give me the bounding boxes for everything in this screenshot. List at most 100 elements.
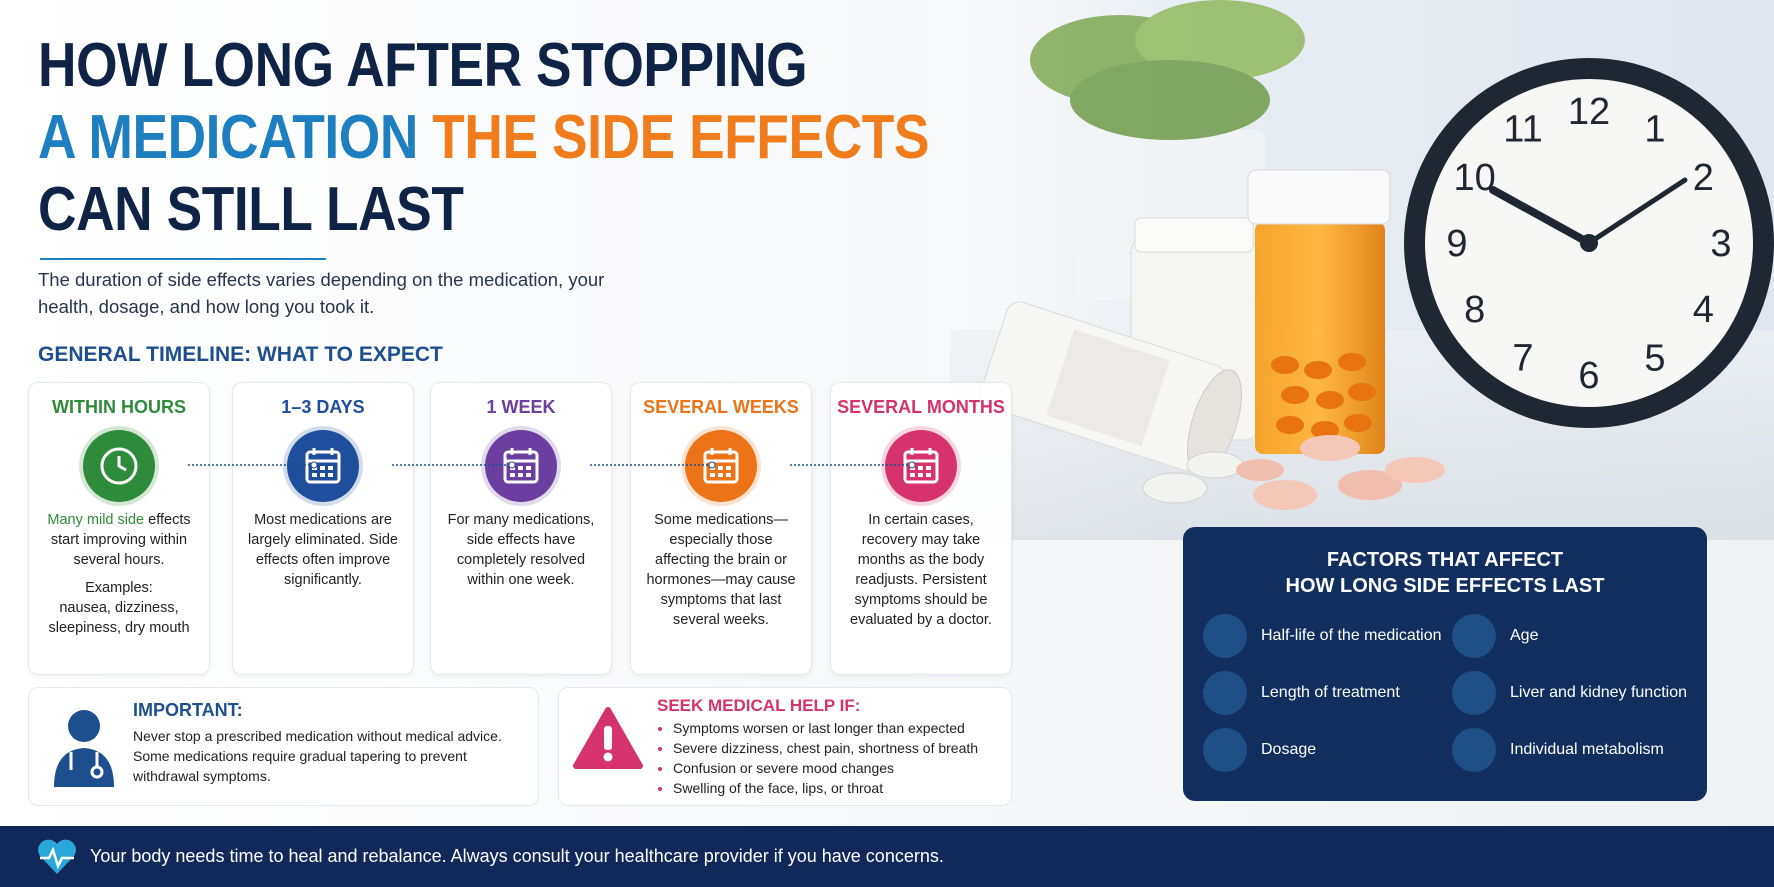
connector-dot [708, 461, 716, 469]
timeline-heading: GENERAL TIMELINE: WHAT TO EXPECT [38, 343, 443, 366]
stage-text: Some medications—especially those affect… [645, 510, 797, 630]
stage-highlight: Many mild side [47, 512, 145, 528]
minute-hand [1586, 177, 1688, 246]
factors-title: FACTORS THAT AFFECT HOW LONG SIDE EFFECTS… [1183, 547, 1707, 599]
factor-text: Length of treatment [1261, 684, 1400, 701]
factors-title-line: FACTORS THAT AFFECT [1326, 549, 1564, 571]
stage-description: Most medications are largely eliminated.… [248, 512, 398, 588]
factor-text: Liver and kidney function [1510, 684, 1687, 701]
important-box: IMPORTANT: Never stop a prescribed medic… [28, 687, 539, 806]
factor-icon [1203, 671, 1247, 715]
heart-icon [38, 839, 76, 874]
title-text: CAN STILL LAST [38, 175, 464, 244]
important-text: Never stop a prescribed medication witho… [133, 728, 502, 784]
title-line: CAN STILL LAST [38, 174, 464, 246]
connector-dot [310, 461, 318, 469]
lying-bottle [979, 301, 1242, 476]
timeline-card: SEVERAL MONTHS In certain cases, recovery… [830, 382, 1012, 675]
factor-item: Liver and kidney function [1452, 671, 1687, 715]
stage-icon [287, 430, 359, 502]
stage-title: SEVERAL MONTHS [837, 397, 1005, 417]
clock-number: 3 [1710, 223, 1731, 265]
clock-number: 6 [1578, 355, 1599, 397]
seek-help-item: Swelling of the face, lips, or throat [673, 778, 978, 798]
title-line: A MEDICATION THE SIDE EFFECTS [38, 102, 929, 174]
seek-help-item: Severe dizziness, chest pain, shortness … [673, 738, 978, 758]
clock-number: 8 [1464, 289, 1485, 331]
connector [188, 461, 318, 469]
stage-description: Some medications—especially those affect… [646, 512, 796, 628]
factor-item: Individual metabolism [1452, 728, 1664, 772]
factor-text: Dosage [1261, 741, 1317, 758]
stage-text: Most medications are largely eliminated.… [247, 510, 399, 590]
title-text: HOW LONG AFTER STOPPING [38, 31, 808, 100]
warning-icon [573, 707, 643, 769]
factor-item: Length of treatment [1203, 671, 1400, 715]
important-title: IMPORTANT: [133, 700, 243, 720]
connector-dot [508, 461, 516, 469]
stage-description: In certain cases, recovery may take mont… [850, 512, 992, 628]
timeline-card: WITHIN HOURS Many mild side effects start… [28, 382, 210, 675]
factor-icon [1203, 614, 1247, 658]
connector-dot [908, 461, 916, 469]
clock-number: 4 [1693, 289, 1714, 331]
factor-text: Half-life of the medication [1261, 627, 1442, 644]
stage-icon-glyph [503, 448, 539, 484]
title-underline [40, 258, 326, 260]
stage-title: 1 WEEK [486, 397, 556, 417]
seek-help-item: Confusion or severe mood changes [673, 758, 978, 778]
stage-icon-glyph [100, 447, 138, 485]
clock-number: 5 [1644, 337, 1665, 379]
timeline-card: 1–3 DAYS Most medications are largely eli… [232, 382, 414, 675]
seek-help-box: SEEK MEDICAL HELP IF: Symptoms worsen or… [558, 687, 1012, 806]
connector [590, 461, 716, 469]
factor-item: Age [1452, 614, 1538, 658]
stage-examples: nausea, dizziness, sleepiness, dry mouth [48, 600, 190, 636]
seek-help-item: Symptoms worsen or last longer than expe… [673, 718, 978, 738]
seek-help-title: SEEK MEDICAL HELP IF: [657, 696, 861, 715]
doctor-icon [54, 710, 114, 787]
pills [1142, 435, 1445, 510]
factors-title-line: HOW LONG SIDE EFFECTS LAST [1285, 575, 1605, 597]
timeline-card: SEVERAL WEEKS Some medications—especially… [630, 382, 812, 675]
stage-description: For many medications, side effects have … [447, 512, 595, 588]
subtitle: The duration of side effects varies depe… [38, 269, 605, 317]
stage-text: In certain cases, recovery may take mont… [845, 510, 997, 630]
stage-text: For many medications, side effects have … [445, 510, 597, 590]
factor-item: Half-life of the medication [1203, 614, 1442, 658]
stage-description: effects start improving within several h… [50, 512, 191, 568]
footer: Your body needs time to heal and rebalan… [0, 826, 1774, 887]
factor-text: Individual metabolism [1510, 741, 1664, 758]
stage-title: 1–3 DAYS [281, 397, 365, 417]
stage-title: WITHIN HOURS [52, 397, 186, 417]
clock-number: 2 [1693, 157, 1714, 199]
clock-number: 1 [1644, 109, 1665, 151]
title-text: A MEDICATION [38, 103, 418, 172]
connector [790, 461, 916, 469]
timeline-card: 1 WEEK For many medications, side effects… [430, 382, 612, 675]
stage-examples-label: Examples: [85, 580, 153, 596]
clock-number: 10 [1454, 157, 1496, 199]
clock-number: 11 [1503, 109, 1542, 151]
plant [1030, 0, 1305, 300]
footer-text: Your body needs time to heal and rebalan… [90, 846, 944, 866]
clock-number: 7 [1512, 337, 1533, 379]
amber-bottle [1247, 169, 1391, 454]
clock-number: 9 [1446, 223, 1467, 265]
title-line: HOW LONG AFTER STOPPING [38, 30, 808, 102]
clock-number: 12 [1568, 91, 1610, 133]
stage-icon [83, 430, 155, 502]
factor-icon [1203, 728, 1247, 772]
seek-help-list: Symptoms worsen or last longer than expe… [657, 718, 978, 798]
stage-icon [885, 430, 957, 502]
factor-text: Age [1510, 627, 1539, 644]
factor-item: Dosage [1203, 728, 1316, 772]
hour-hand [1489, 186, 1593, 247]
stage-icon [485, 430, 557, 502]
factor-icon [1452, 614, 1496, 658]
stage-title: SEVERAL WEEKS [643, 397, 799, 417]
stage-text: Many mild side effects start improving w… [43, 510, 195, 638]
